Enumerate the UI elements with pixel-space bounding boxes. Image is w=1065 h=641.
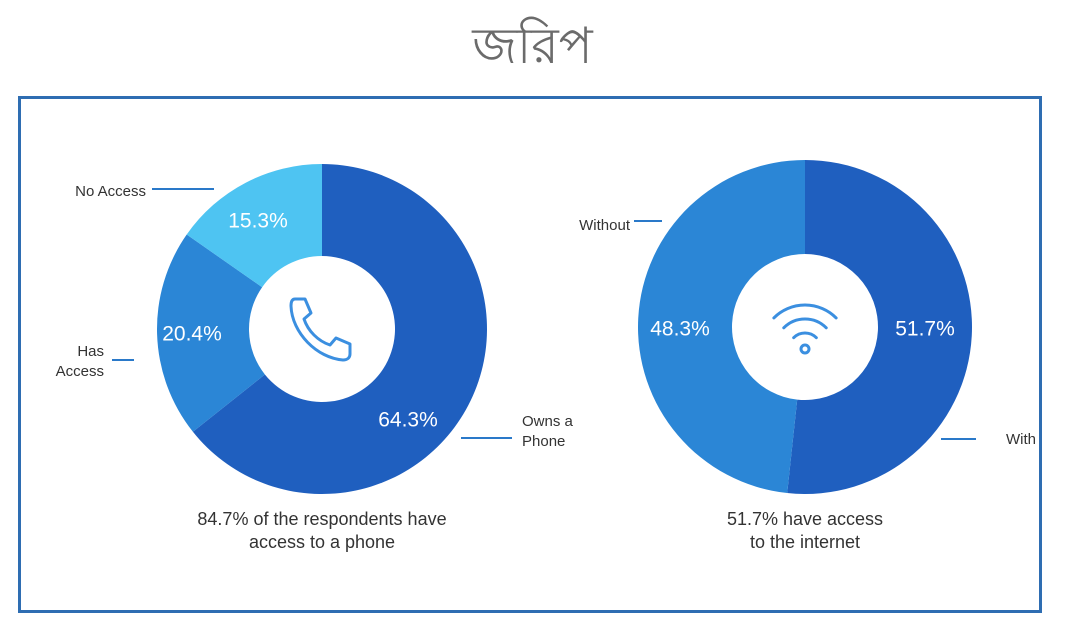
value-label-no-access: 15.3%: [228, 210, 288, 233]
page-title: জরিপ: [472, 17, 593, 75]
slice-with: [787, 160, 973, 494]
slice-owns-a-phone: [192, 164, 487, 494]
donut-center: [250, 257, 394, 401]
slice-without: [637, 160, 805, 494]
phone-access-donut: 64.3% 20.4% 15.3% Owns a Phone Has Access No Ac…: [56, 164, 574, 552]
value-label-with: 51.7%: [895, 318, 955, 341]
internet-access-donut: 51.7% 48.3% With Without 51.7% have access to…: [579, 160, 1036, 552]
value-label-without: 48.3%: [650, 318, 710, 341]
category-label-owns-a-phone: Owns a Phone: [522, 413, 574, 450]
chart-caption: 51.7% have access to the internet: [727, 509, 883, 552]
category-label-without: Without: [579, 217, 631, 234]
value-label-has-access: 20.4%: [162, 323, 222, 346]
wifi-icon: [772, 303, 838, 355]
slice-has-access: [156, 234, 265, 432]
slice-no-access: [186, 164, 322, 288]
chart-caption: 84.7% of the respondents have access to a…: [197, 509, 446, 552]
donut-center: [733, 255, 877, 399]
category-label-has-access: Has Access: [56, 343, 104, 380]
phone-icon: [289, 297, 352, 362]
category-label-with: With: [1006, 431, 1036, 448]
category-label-no-access: No Access: [75, 183, 146, 200]
value-label-owns-a-phone: 64.3%: [378, 409, 438, 432]
